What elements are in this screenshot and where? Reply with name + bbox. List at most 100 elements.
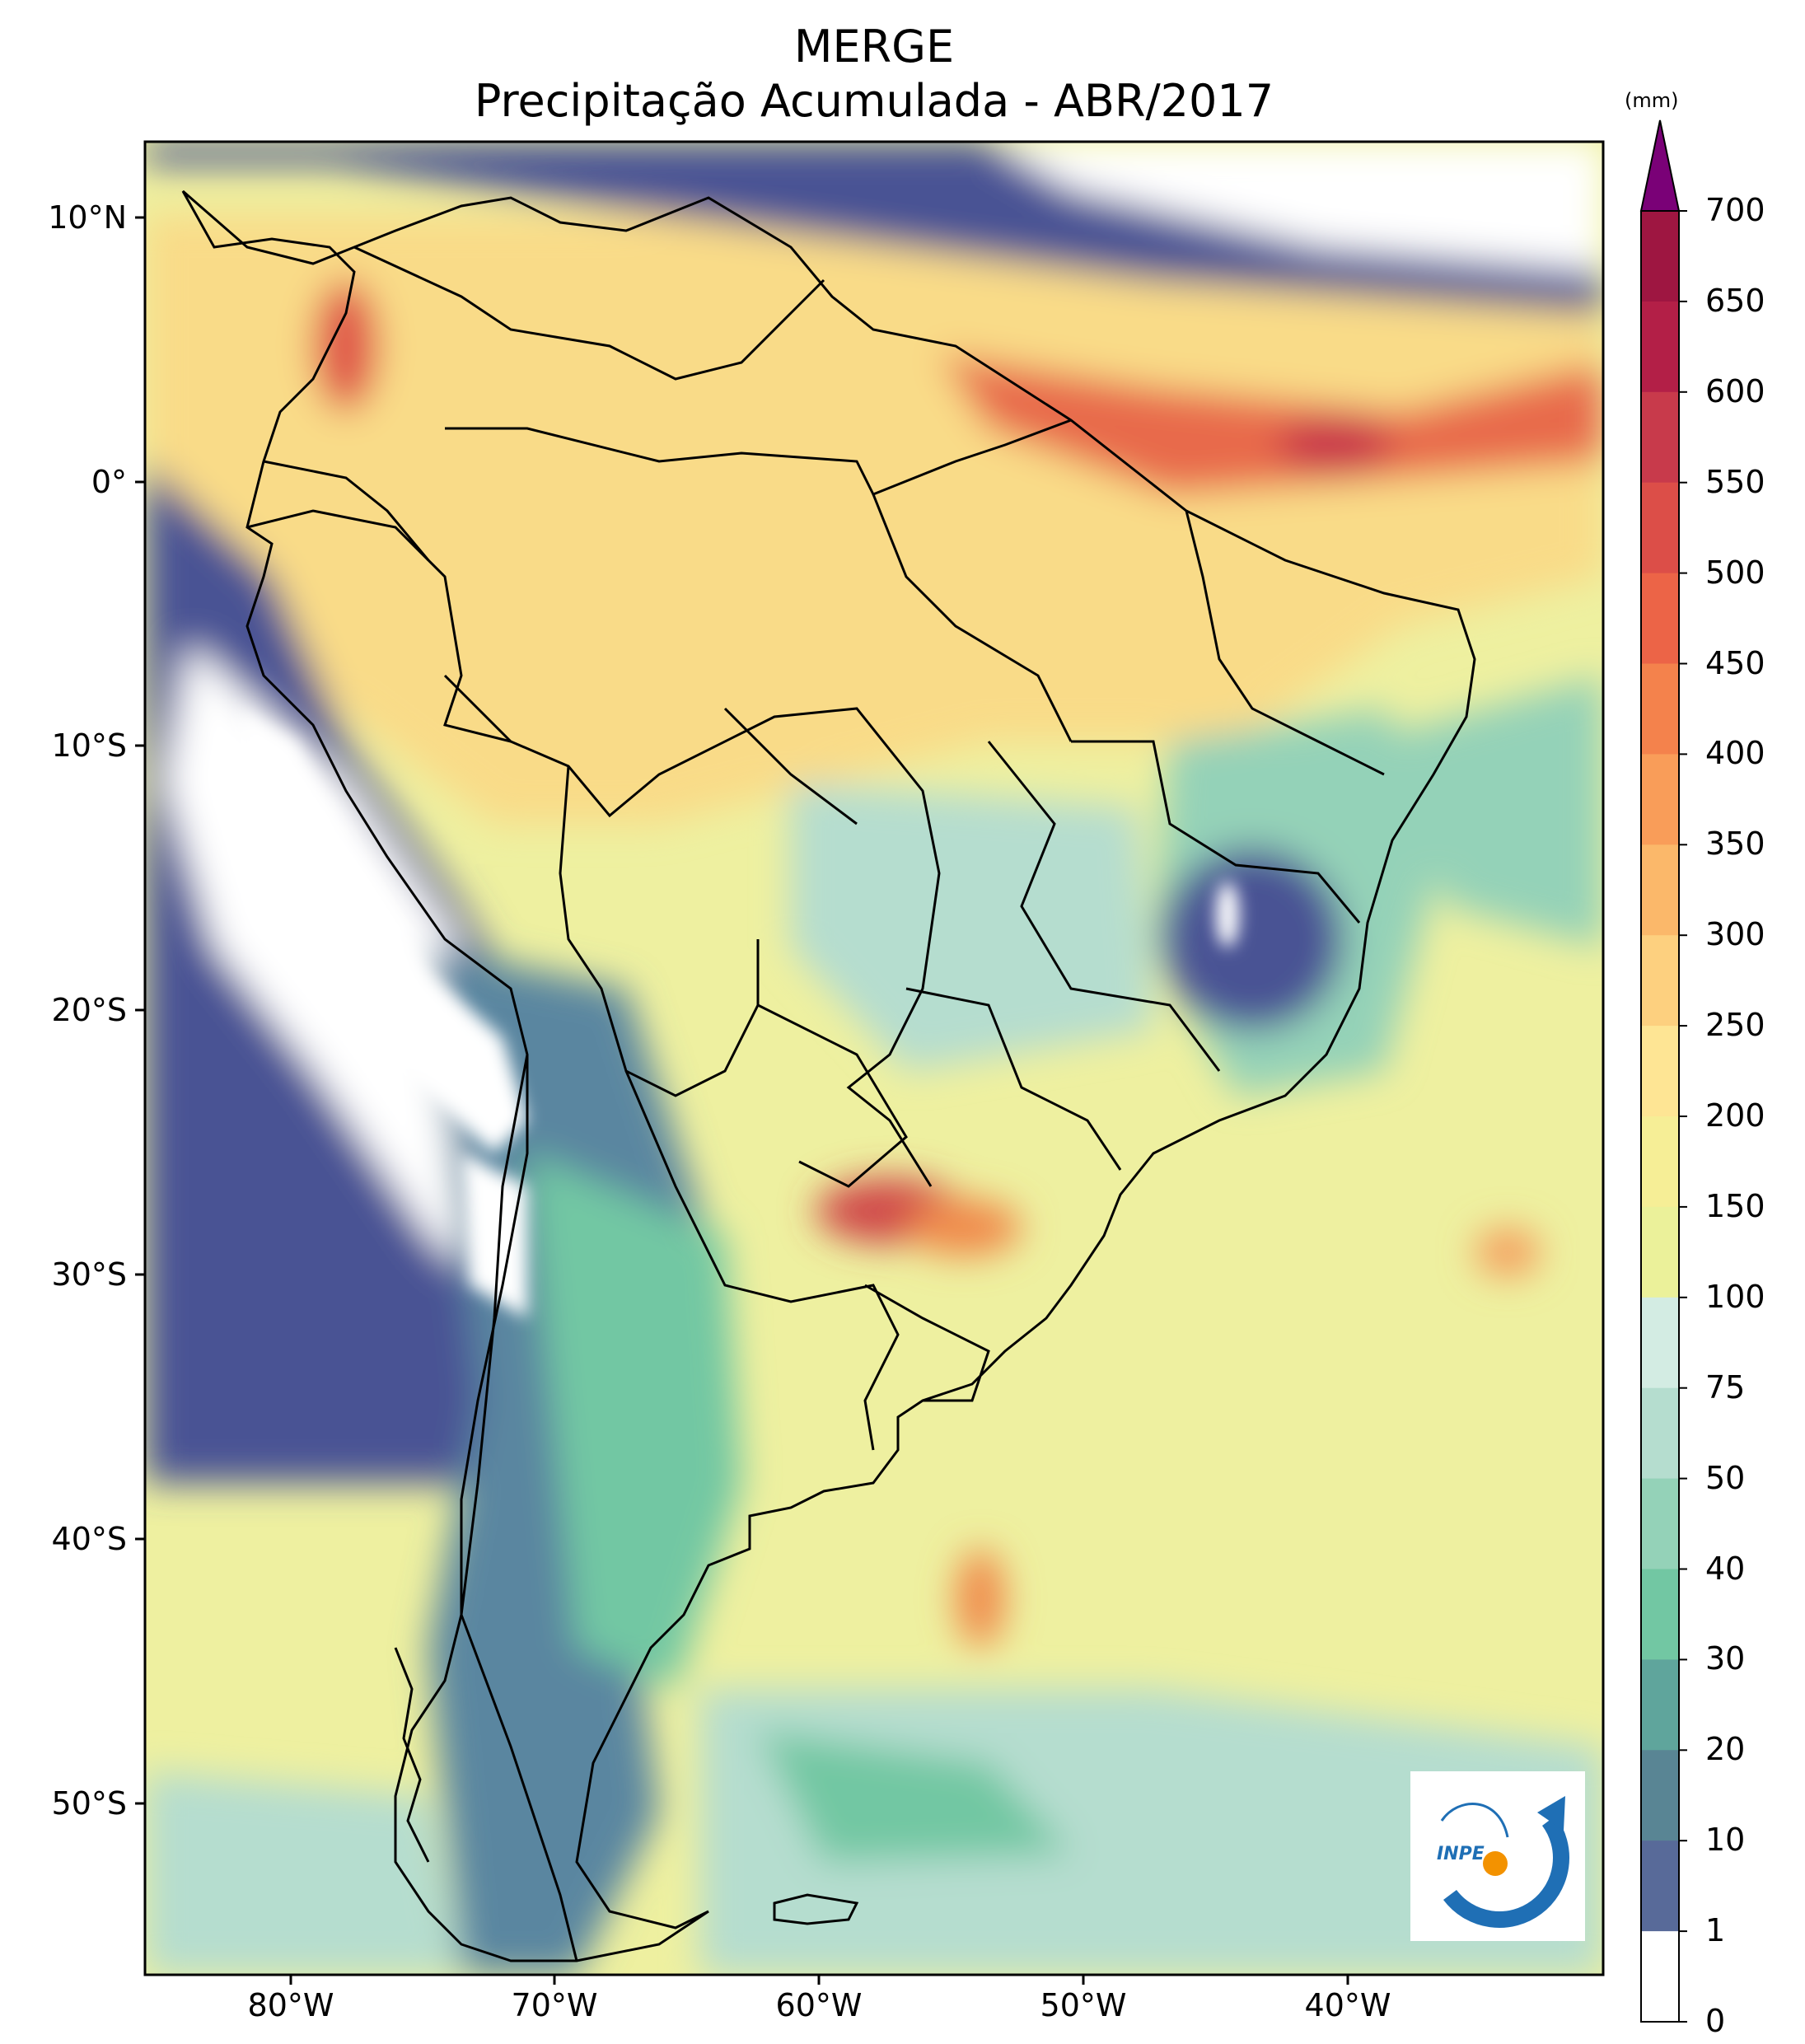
colorbar-label: 75 [1705,1368,1746,1406]
heavy-rain-colombia [313,280,379,412]
colorbar-segment [1641,1387,1679,1480]
colorbar-label: 30 [1705,1640,1746,1677]
falkland-islands [773,1893,859,1925]
colorbar-label: 300 [1705,916,1765,953]
colorbar-segment [1641,391,1679,484]
colorbar-segment [1641,1931,1679,2023]
colorbar [1639,119,1687,2023]
no-rain-minas [1216,882,1239,947]
no-rain-coast [239,709,527,1153]
colorbar-label: 650 [1705,282,1765,319]
south-pacific-moderate [145,1771,461,1975]
lon-label-40w: 40°W [1304,1987,1391,2023]
colorbar-segment [1641,482,1679,574]
colorbar-segment [1641,1478,1679,1570]
rain-south-2 [906,1199,1022,1256]
colorbar-extend-arrow [1639,119,1681,212]
border-brazil-north [445,419,1072,496]
lon-ticks [289,1975,1349,1985]
colorbar-label: 350 [1705,826,1765,863]
border-argentina [624,1070,900,1451]
colorbar-segment [1641,1659,1679,1751]
logo-arc-icon [1443,1816,1569,1928]
colorbar-label: 1 [1705,1912,1726,1949]
border-chile-argentina [460,1054,578,1962]
heavy-rain-core [1277,416,1392,474]
colorbar-segment [1641,1841,1679,1932]
colorbar-label: 400 [1705,735,1765,772]
colorbar-segment [1641,1116,1679,1208]
colorbar-label: 250 [1705,1007,1765,1044]
colorbar-segment [1641,573,1679,665]
lon-label-60w: 60°W [775,1987,863,2023]
colorbar-label: 200 [1705,1097,1765,1134]
colorbar-label: 10 [1705,1822,1746,1859]
central-moderate [791,783,1153,1071]
border-uruguay [864,1284,990,1402]
lat-label-0: 0° [91,464,127,500]
colorbar-label: 450 [1705,644,1765,681]
logo-orbit-icon [1440,1803,1509,1838]
colorbar-segment [1641,301,1679,393]
lon-label-50w: 50°W [1040,1987,1127,2023]
lat-label-10n: 10°N [48,199,127,236]
map-frame [143,140,1605,1976]
wet-tropics [145,214,1603,824]
border-colombia-venezuela [353,246,825,381]
colorbar-segment [1641,1026,1679,1117]
lat-label-20s: 20°S [51,992,127,1028]
map-subtitle: Precipitação Acumulada - ABR/2017 [474,75,1274,127]
border-ecuador [263,460,430,561]
border-paraguay [757,1003,908,1188]
precipitation-field [145,142,1603,1975]
border-peru [246,509,512,743]
state-borders [723,493,1385,1171]
colorbar-segment [1641,663,1679,755]
border-brazil-west [443,674,941,1187]
rain-streak-atlantic [956,1549,1005,1648]
colorbar-segment [1641,211,1679,302]
lat-ticks [135,216,145,1805]
no-rain-atacama [461,1153,527,1318]
lat-label-50s: 50°S [51,1785,127,1822]
andes-moist [527,1153,741,1689]
colorbar-label: 700 [1705,192,1765,228]
lon-label-80w: 80°W [247,1987,334,2023]
boundaries [181,189,1476,1962]
logo-dot-icon [1483,1851,1508,1876]
lat-label-40s: 40°S [51,1521,127,1557]
map-title: MERGE [793,21,955,72]
lat-label-10s: 10°S [51,727,127,764]
colorbar-label: 50 [1705,1459,1746,1496]
south-america-coastline [181,189,1476,1962]
colorbar-label: 40 [1705,1550,1746,1587]
colorbar-label: 100 [1705,1278,1765,1315]
south-atlantic-moist [758,1730,1071,1862]
colorbar-segment [1641,935,1679,1027]
rain-spot-atlantic [1475,1228,1541,1277]
colorbar-label: 150 [1705,1187,1765,1224]
no-rain-north [989,142,1603,272]
lat-label-30s: 30°S [51,1256,127,1293]
colorbar-segment [1641,844,1679,936]
logo-arrow-icon [1537,1796,1565,1831]
colorbar-label: 0 [1705,2003,1726,2039]
colorbar-label: 550 [1705,463,1765,500]
colorbar-label: 600 [1705,372,1765,409]
atlantic-moderate [1368,676,1603,947]
colorbar-segment [1641,1206,1679,1298]
itcz-band [939,354,1603,494]
colorbar-label: 20 [1705,1731,1746,1768]
colorbar-segment [1641,754,1679,845]
minas-dry [1162,849,1343,1030]
logo-text: INPE [1437,1844,1485,1864]
colorbar-segment [1641,1569,1679,1660]
inpe-logo: INPE [1410,1771,1585,1941]
colorbar-segment [1641,1750,1679,1841]
chiloe-archipelago [394,1647,430,1863]
colorbar-label: 500 [1705,554,1765,591]
colorbar-segment [1641,1297,1679,1389]
lon-label-70w: 70°W [511,1987,598,2023]
colorbar-unit: (mm) [1625,89,1679,112]
